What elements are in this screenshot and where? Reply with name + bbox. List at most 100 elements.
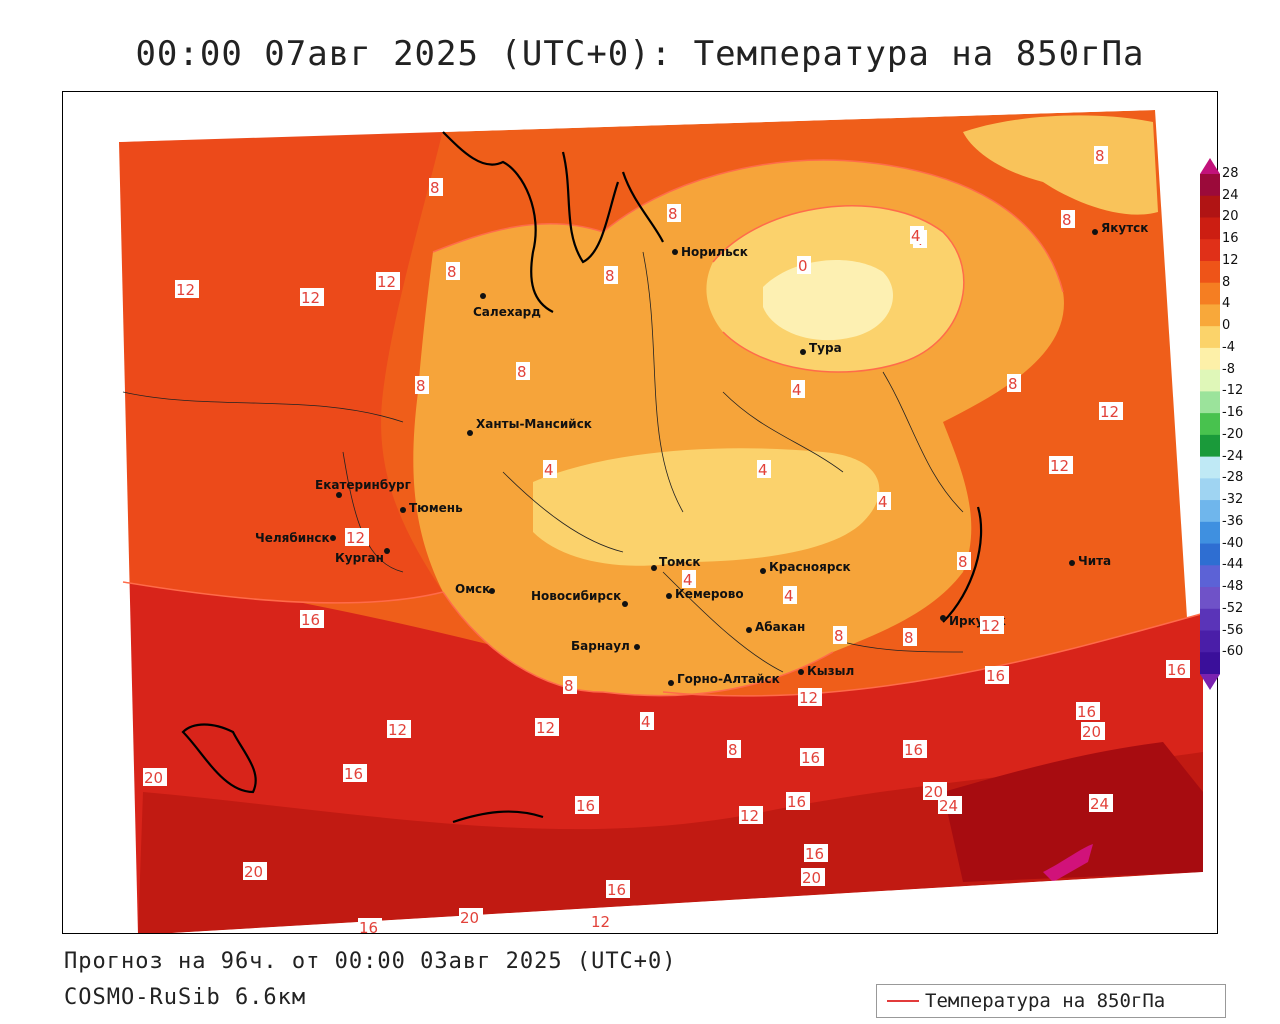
colorbar-cell [1200, 630, 1220, 653]
city-tomsk: Томск [651, 555, 701, 571]
city-tura: Тура [800, 341, 842, 355]
svg-text:20: 20 [924, 783, 943, 801]
colorbar-top-arrow [1200, 158, 1220, 174]
colorbar-cell [1200, 565, 1220, 588]
svg-text:8: 8 [605, 267, 615, 285]
hottest-area [943, 742, 1203, 882]
city-chita: Чита [1069, 554, 1111, 568]
svg-text:20: 20 [244, 863, 263, 881]
city-yekaterinburg: Екатеринбург [315, 478, 411, 498]
legend-label: Температура на 850гПа [925, 990, 1166, 1012]
colorbar-swatches [1200, 158, 1220, 690]
svg-text:8: 8 [447, 263, 457, 281]
colorbar-tick-label: -36 [1222, 513, 1244, 529]
city-khanty-mansiysk: Ханты-Мансийск [467, 417, 592, 436]
svg-text:8: 8 [1062, 211, 1072, 229]
colorbar-tick-label: -60 [1222, 644, 1244, 660]
colorbar-tick-label: 24 [1222, 187, 1239, 203]
colorbar-tick-label: -16 [1222, 405, 1244, 421]
city-label: Тюмень [409, 501, 463, 515]
colorbar-cell [1200, 391, 1220, 414]
colorbar-cell [1200, 347, 1220, 371]
city-label: Курган [335, 551, 384, 565]
isoline-labels: 8 4 8 8 12 12 12 8 8 8 4 0 4 4 8 8 4 4 4… [143, 146, 1190, 933]
city-barnaul: Барнаул [571, 639, 640, 653]
svg-text:20: 20 [802, 869, 821, 887]
city-salekhard: Салехард [473, 293, 541, 319]
svg-text:16: 16 [607, 881, 626, 899]
map-canvas: Норильск Якутск Салехард Тура Ханты-Манс… [63, 92, 1217, 933]
city-label: Якутск [1101, 221, 1148, 235]
colorbar-tick-label: -32 [1222, 492, 1244, 508]
colorbar-cell [1200, 456, 1220, 479]
svg-text:16: 16 [576, 797, 595, 815]
city-label: Красноярск [769, 560, 851, 574]
svg-text:8: 8 [834, 627, 844, 645]
svg-text:4: 4 [544, 461, 554, 479]
colorbar-cell [1200, 174, 1220, 197]
city-omsk: Омск [455, 582, 495, 596]
colorbar-tick-label: -12 [1222, 383, 1244, 399]
svg-text:8: 8 [728, 741, 738, 759]
city-label: Ханты-Мансийск [476, 417, 592, 431]
colorbar-tick-label: 20 [1222, 209, 1239, 225]
colorbar-cell [1200, 239, 1220, 262]
city-kemerovo: Кемерово [666, 587, 744, 601]
forecast-info: Прогноз на 96ч. от 00:00 03авг 2025 (UTC… [64, 949, 677, 974]
city-label: Кемерово [675, 587, 744, 601]
svg-text:16: 16 [904, 741, 923, 759]
svg-text:16: 16 [301, 611, 320, 629]
svg-text:20: 20 [1082, 723, 1101, 741]
colorbar-cell [1200, 434, 1220, 458]
colorbar-tick-label: -48 [1222, 579, 1244, 595]
city-abakan: Абакан [746, 620, 805, 634]
svg-text:4: 4 [758, 461, 768, 479]
map-title: 00:00 07авг 2025 (UTC+0): Температура на… [135, 34, 1145, 74]
colorbar-cell [1200, 478, 1220, 501]
svg-text:8: 8 [430, 179, 440, 197]
svg-text:16: 16 [986, 667, 1005, 685]
ne-warm-region [963, 115, 1158, 215]
colorbar-cell [1200, 608, 1220, 632]
colorbar-tick-label: -4 [1222, 339, 1235, 355]
colorbar-tick-label: 28 [1222, 166, 1239, 181]
colorbar-cell [1200, 543, 1220, 566]
colorbar-tick-label: -28 [1222, 470, 1244, 486]
svg-text:16: 16 [805, 845, 824, 863]
colorbar-tick-label: -52 [1222, 600, 1244, 616]
temperature-map[interactable]: Норильск Якутск Салехард Тура Ханты-Манс… [62, 91, 1218, 934]
west-belt [119, 130, 443, 603]
city-label: Екатеринбург [315, 478, 411, 492]
coastlines [181, 131, 983, 824]
svg-text:12: 12 [176, 281, 195, 299]
city-label: Челябинск [255, 531, 330, 545]
svg-text:12: 12 [1100, 403, 1119, 421]
colorbar-tick-label: 12 [1222, 252, 1239, 268]
city-tyumen: Тюмень [400, 501, 463, 515]
colorbar-cell [1200, 282, 1220, 305]
svg-text:8: 8 [564, 677, 574, 695]
city-chelyabinsk: Челябинск [255, 531, 336, 545]
colorbar-tick-label: -8 [1222, 361, 1235, 377]
svg-text:12: 12 [1050, 457, 1069, 475]
svg-text:16: 16 [787, 793, 806, 811]
city-kyzyl: Кызыл [798, 664, 854, 678]
colorbar-tick-label: 0 [1222, 318, 1231, 334]
city-label: Омск [455, 582, 490, 596]
svg-text:16: 16 [1077, 703, 1096, 721]
outside-domain-left [63, 142, 138, 933]
svg-text:4: 4 [641, 713, 651, 731]
svg-text:12: 12 [388, 721, 407, 739]
colorbar-tick-label: -44 [1222, 557, 1244, 573]
city-label: Новосибирск [531, 589, 621, 603]
city-label: Чита [1078, 554, 1111, 568]
city-label: Барнаул [571, 639, 630, 653]
colorbar-cell [1200, 260, 1220, 284]
city-label: Горно-Алтайск [677, 672, 780, 686]
svg-text:20: 20 [144, 769, 163, 787]
colorbar-tick-label: -40 [1222, 535, 1244, 551]
pale-yellow-region [533, 448, 880, 566]
colorbar-cell [1200, 195, 1220, 218]
outside-domain-bottom [171, 872, 1217, 933]
colorbar-tick-label: 4 [1222, 296, 1231, 312]
